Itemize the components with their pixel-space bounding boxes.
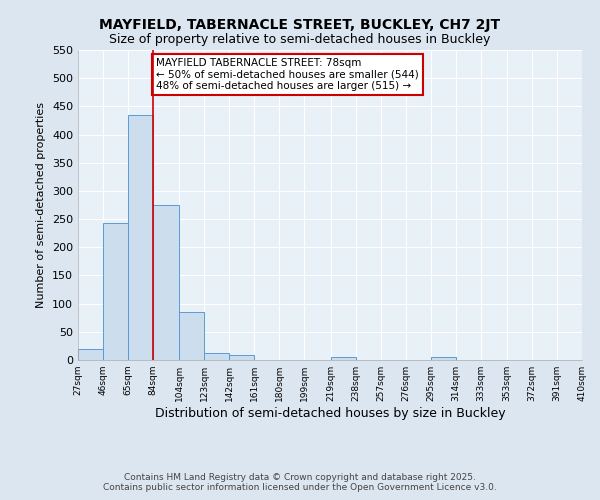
- Bar: [331, 357, 356, 360]
- Bar: [205, 352, 229, 360]
- Bar: [78, 348, 103, 360]
- Text: Size of property relative to semi-detached houses in Buckley: Size of property relative to semi-detach…: [109, 32, 491, 46]
- Text: MAYFIELD, TABERNACLE STREET, BUCKLEY, CH7 2JT: MAYFIELD, TABERNACLE STREET, BUCKLEY, CH…: [100, 18, 500, 32]
- Bar: [128, 115, 153, 360]
- Bar: [229, 356, 254, 360]
- Text: Contains HM Land Registry data © Crown copyright and database right 2025.
Contai: Contains HM Land Registry data © Crown c…: [103, 473, 497, 492]
- Bar: [431, 357, 455, 360]
- Text: MAYFIELD TABERNACLE STREET: 78sqm
← 50% of semi-detached houses are smaller (544: MAYFIELD TABERNACLE STREET: 78sqm ← 50% …: [156, 58, 419, 91]
- Bar: [153, 205, 179, 360]
- X-axis label: Distribution of semi-detached houses by size in Buckley: Distribution of semi-detached houses by …: [155, 407, 505, 420]
- Y-axis label: Number of semi-detached properties: Number of semi-detached properties: [37, 102, 46, 308]
- Bar: [179, 312, 205, 360]
- Bar: [103, 223, 128, 360]
